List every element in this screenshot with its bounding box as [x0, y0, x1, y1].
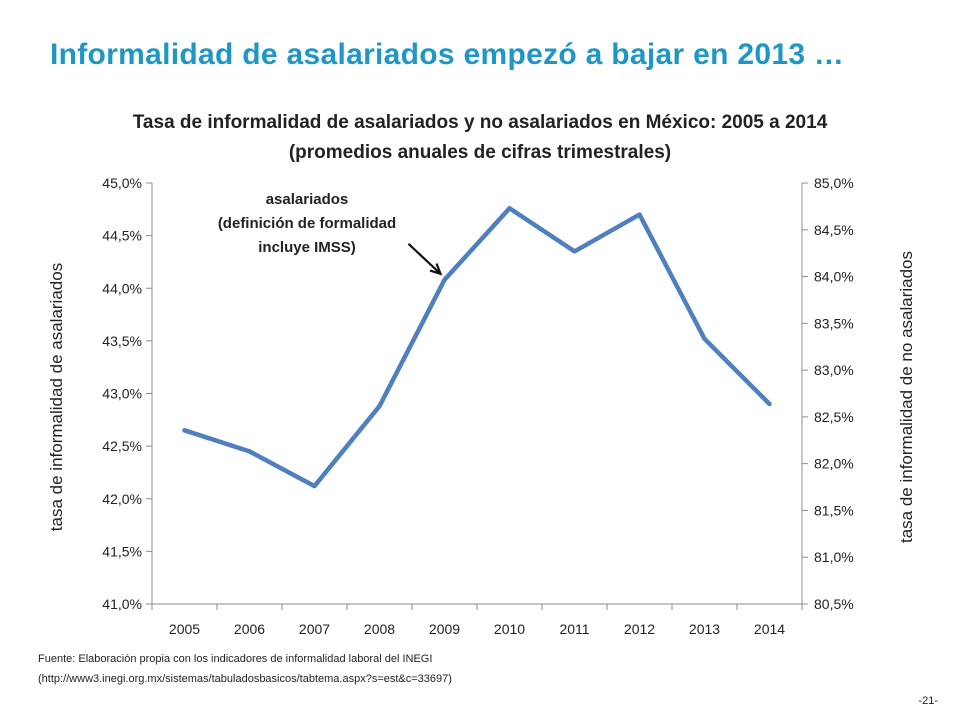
source-line-1: Fuente: Elaboración propia con los indic… [38, 653, 433, 665]
data-point [572, 249, 577, 254]
arrow-head [429, 263, 443, 276]
chart-title: Tasa de informalidad de asalariados y no… [40, 108, 920, 168]
x-tick-label: 2011 [559, 621, 589, 637]
left-tick-label: 44,5% [102, 228, 142, 244]
x-tick-label: 2006 [234, 621, 265, 637]
data-point [377, 404, 382, 409]
source-line-2: (http://www3.inegi.org.mx/sistemas/tabul… [38, 673, 452, 685]
right-tick-label: 82,5% [814, 409, 854, 425]
x-tick-label: 2008 [364, 621, 395, 637]
x-tick-label: 2009 [429, 621, 460, 637]
series-layer [182, 206, 772, 489]
left-tick-label: 43,5% [102, 333, 142, 349]
left-tick-label: 41,0% [102, 596, 142, 612]
data-point [247, 449, 252, 454]
x-tick-label: 2014 [754, 621, 785, 637]
annotation-arrow [407, 243, 443, 276]
annotation-line-2: (definición de formalidad [217, 215, 397, 232]
left-y-axis: 41,0% 41,5% 42,0% 42,5% 43,0% 43,5% 44,0% 44,5%… [102, 175, 153, 612]
right-tick-label: 84,5% [814, 222, 854, 238]
right-tick-label: 84,0% [814, 269, 854, 285]
y-axis-title-right: tasa de informalidad de no asalariados [897, 251, 916, 543]
left-tick-label: 42,0% [102, 491, 142, 507]
y-axis-title-left: tasa de informalidad de asalariados [47, 263, 66, 531]
right-tick-label: 83,5% [814, 315, 854, 331]
left-tick-label: 44,0% [102, 280, 142, 296]
data-point [507, 206, 512, 211]
right-tick-label: 81,0% [814, 549, 854, 565]
x-tick-label: 2012 [624, 621, 655, 637]
data-point [637, 212, 642, 217]
page-number: -21- [918, 695, 938, 707]
chart-title-line-2: (promedios anuales de cifras trimestrale… [288, 142, 672, 163]
data-point [442, 277, 447, 282]
x-tick-label: 2010 [494, 621, 525, 637]
source-note: Fuente: Elaboración propia con los indic… [38, 649, 738, 689]
right-tick-label: 82,0% [814, 456, 854, 472]
left-tick-label: 45,0% [102, 175, 142, 191]
left-tick-label: 43,0% [102, 386, 142, 402]
data-point [767, 402, 772, 407]
x-tick-label: 2005 [169, 621, 200, 637]
arrow-shaft [407, 243, 442, 275]
right-y-axis: 80,5% 81,0% 81,5% 82,0% 82,5% 83,0% 83,5% 84,0%… [801, 175, 854, 612]
right-tick-label: 83,0% [814, 362, 854, 378]
data-point [182, 428, 187, 433]
right-tick-label: 81,5% [814, 502, 854, 518]
data-point [702, 336, 707, 341]
x-axis: 2005 2006 2007 2008 2009 2010 2011 2012 2013 2014 [151, 603, 803, 637]
left-tick-label: 41,5% [102, 543, 142, 559]
left-tick-label: 42,5% [102, 438, 142, 454]
right-tick-label: 80,5% [814, 596, 854, 612]
annotation-line-1: asalariados [265, 191, 349, 208]
slide-title: Informalidad de asalariados empezó a baj… [50, 38, 845, 71]
right-tick-label: 85,0% [814, 175, 854, 191]
chart-title-line-1: Tasa de informalidad de asalariados y no… [132, 112, 828, 133]
x-tick-label: 2007 [299, 621, 330, 637]
series-line-asalariados [182, 206, 772, 489]
data-point [312, 484, 317, 489]
series-annotation: asalariados (definición de formalidad in… [182, 188, 432, 260]
x-tick-label: 2013 [689, 621, 720, 637]
annotation-line-3: incluye IMSS) [258, 239, 356, 256]
